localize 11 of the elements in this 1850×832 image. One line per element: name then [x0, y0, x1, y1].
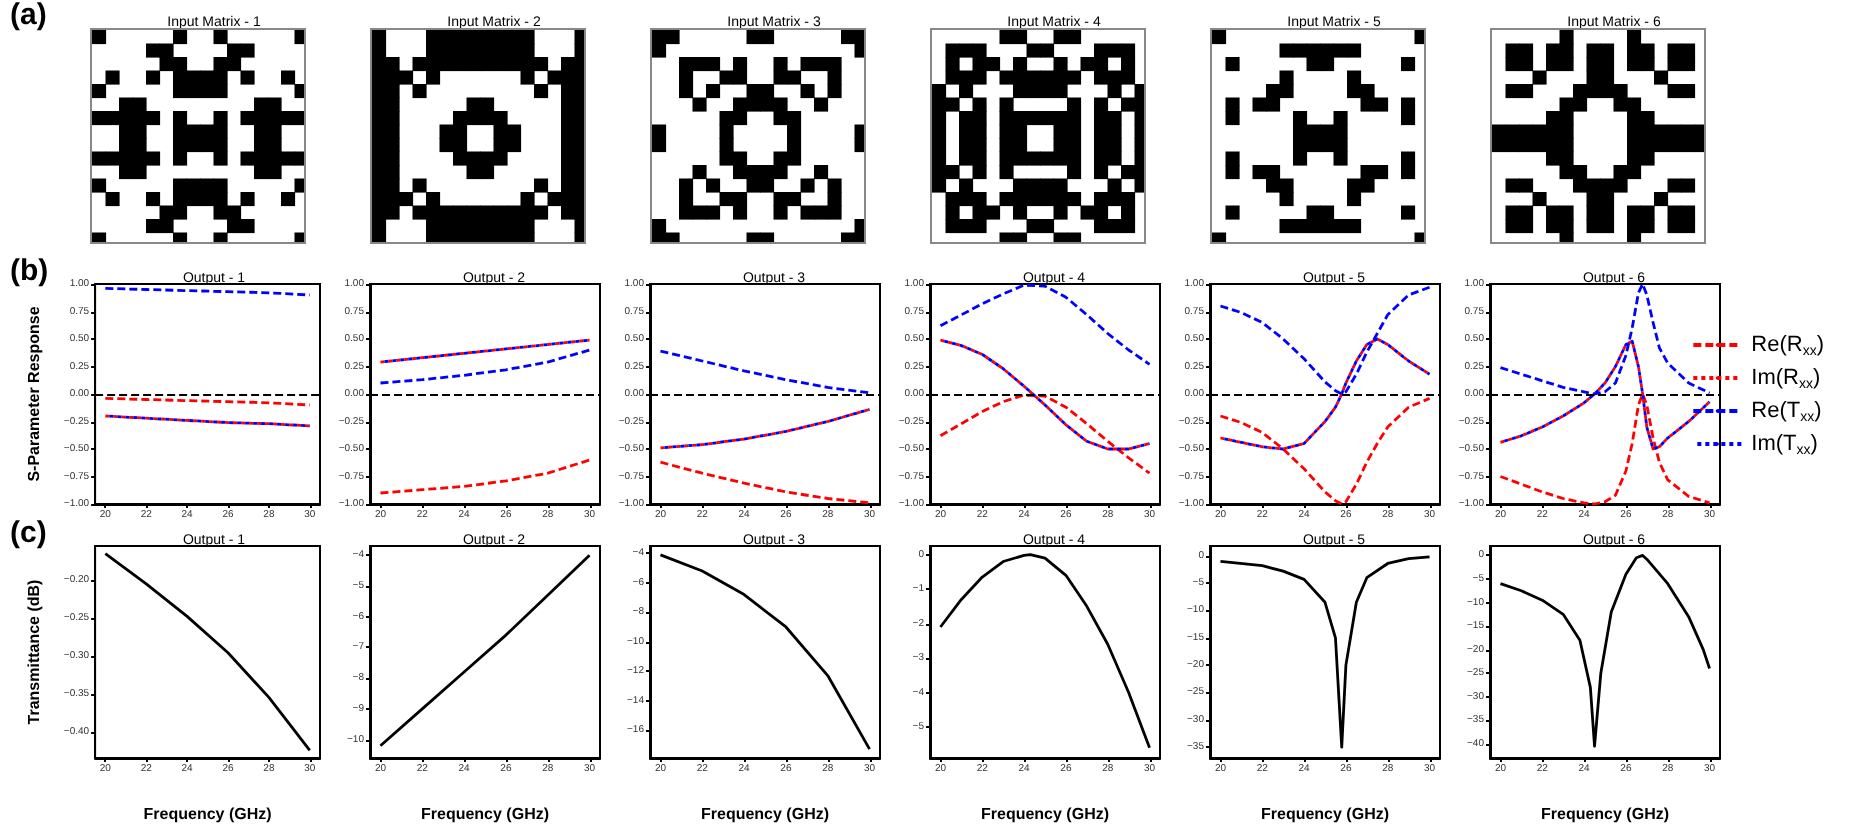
y-axis-title: S-Parameter Response — [25, 305, 43, 482]
y-axis-title: Transmittance (dB) — [25, 578, 43, 725]
x-axis-title: Frequency (GHz) — [143, 805, 273, 823]
text: (b) — [10, 254, 49, 288]
x-axis-title: Frequency (GHz) — [700, 805, 830, 823]
x-axis-title: Frequency (GHz) — [1260, 805, 1390, 823]
x-axis-title: Frequency (GHz) — [980, 805, 1110, 823]
x-axis-title: Frequency (GHz) — [420, 805, 550, 823]
text: (c) — [10, 516, 47, 550]
text: (a) — [10, 0, 47, 32]
x-axis-title: Frequency (GHz) — [1540, 805, 1670, 823]
